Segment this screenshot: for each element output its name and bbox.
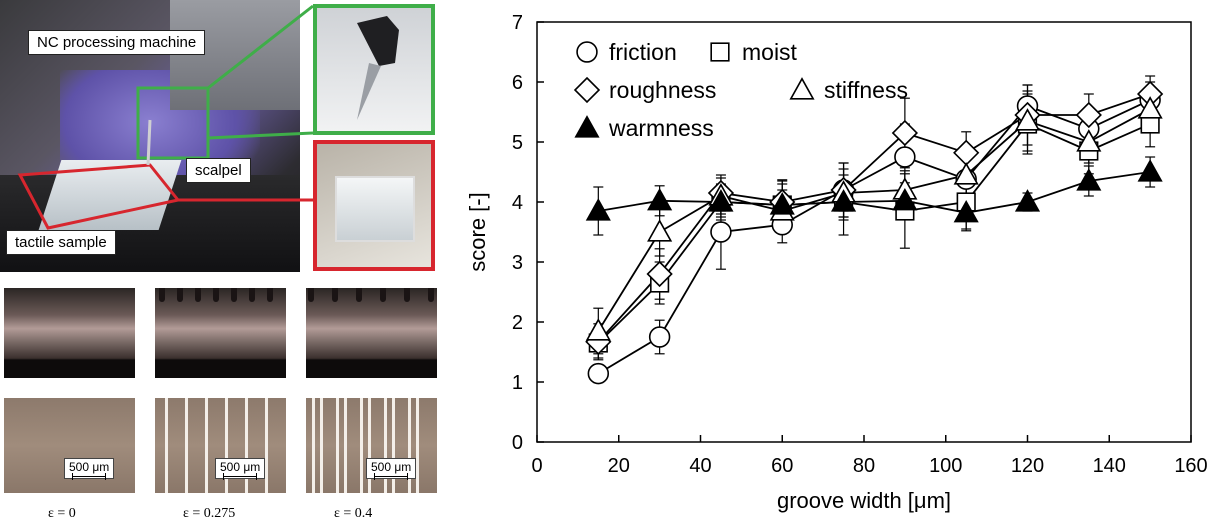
y-tick-label: 4 (512, 192, 523, 214)
legend-label-moist: moist (742, 39, 798, 65)
data-point-roughness (891, 119, 919, 147)
data-point-friction (587, 362, 610, 385)
x-tick-label: 160 (1174, 455, 1207, 477)
series-line-moist (597, 122, 1151, 344)
epsilon-label-0275: ε = 0.275 (183, 506, 236, 521)
scalpel-inset-drawing (357, 16, 399, 120)
scalpel-blade-shape (146, 119, 152, 166)
data-point-friction (894, 146, 916, 168)
scalebar-eps0275: 500 μm (215, 458, 266, 480)
micrograph-top-eps0: 500 μm (4, 398, 135, 493)
micrograph-top-eps0275: 500 μm (155, 398, 286, 493)
data-point-roughness (1075, 101, 1102, 129)
y-tick-label: 2 (512, 312, 523, 334)
y-tick-label: 7 (512, 12, 523, 34)
data-point-stiffness (953, 162, 979, 185)
sample-highlight-frame (17, 163, 181, 230)
data-point-warmness (1014, 189, 1041, 212)
legend-marker-stiffness (789, 77, 815, 100)
data-point-warmness (1137, 159, 1163, 182)
x-tick-label: 80 (853, 455, 875, 477)
legend-label-stiffness: stiffness (824, 77, 908, 103)
y-tick-label: 3 (512, 252, 523, 274)
data-point-roughness (953, 139, 980, 166)
micrograph-side-eps0 (4, 288, 135, 378)
legend-marker-warmness (574, 115, 600, 138)
scalpel-blade-inset (357, 63, 381, 120)
data-point-stiffness (1137, 96, 1163, 119)
x-tick-label: 40 (689, 455, 711, 477)
epsilon-label-04: ε = 0.4 (334, 506, 373, 521)
data-point-warmness (1076, 168, 1102, 191)
data-point-stiffness (1076, 129, 1102, 152)
data-point-stiffness (647, 219, 673, 242)
x-tick-label: 20 (608, 455, 630, 477)
x-tick-label: 0 (531, 455, 542, 477)
machine-label: NC processing machine (28, 30, 206, 55)
scalpel-inset (313, 4, 435, 135)
legend-label-roughness: roughness (609, 77, 716, 103)
data-point-warmness (830, 189, 857, 212)
y-tick-label: 6 (512, 72, 523, 94)
data-point-stiffness (1014, 108, 1041, 131)
series-line-friction (597, 99, 1151, 375)
data-point-warmness (647, 187, 673, 211)
sample-label: tactile sample (6, 230, 116, 255)
scalpel-holder-shape (357, 16, 399, 66)
y-tick-label: 1 (512, 372, 523, 394)
scalebar-eps04: 500 μm (366, 458, 417, 480)
data-point-warmness (892, 187, 918, 211)
x-axis-label: groove width [μm] (777, 488, 951, 513)
micrograph-top-eps04: 500 μm (306, 398, 437, 493)
data-point-friction (710, 221, 732, 243)
y-tick-label: 0 (512, 432, 523, 454)
epsilon-label-0: ε = 0 (48, 506, 76, 521)
x-tick-label: 60 (771, 455, 793, 477)
scalebar-text: 500 μm (371, 460, 412, 474)
data-point-warmness (769, 192, 795, 215)
plot-layer: 0 20 40 60 80 100 120 140 160 0 1 2 3 4 5 6 7 groove widt… (465, 12, 1208, 513)
scalebar-text: 500 μm (69, 460, 110, 474)
data-point-stiffness (585, 318, 611, 341)
x-tick-label: 120 (1011, 455, 1044, 477)
scalpel-label: scalpel (186, 158, 251, 183)
series-line-warmness (598, 171, 1151, 214)
legend-marker-roughness (573, 76, 601, 104)
y-tick-label: 5 (512, 132, 523, 154)
scalebar-text: 500 μm (220, 460, 261, 474)
micrograph-side-eps0275 (155, 288, 286, 378)
x-tick-label: 100 (929, 455, 962, 477)
score-chart: 0 20 40 60 80 100 120 140 160 0 1 2 3 4 5 6 7 groove widt… (465, 12, 1208, 513)
sample-square (335, 176, 415, 242)
legend-marker-moist (710, 42, 730, 62)
sample-inset (313, 140, 435, 271)
data-point-friction (648, 326, 671, 348)
x-tick-label: 140 (1093, 455, 1126, 477)
micrograph-side-eps04 (306, 288, 437, 378)
data-point-warmness (585, 198, 611, 221)
data-point-roughness (646, 260, 673, 288)
scalpel-highlight-frame (136, 86, 210, 160)
setup-photo: NC processing machine scalpel tactile sa… (0, 0, 300, 272)
scalebar-eps0: 500 μm (64, 458, 115, 480)
y-axis-label: score [-] (465, 192, 490, 271)
legend-label-friction: friction (609, 39, 677, 65)
data-point-warmness (708, 189, 734, 212)
legend-marker-friction (576, 41, 598, 63)
series-line-roughness (597, 93, 1151, 343)
legend-label-warmness: warmness (608, 115, 714, 141)
series-line-stiffness (597, 108, 1151, 332)
data-point-warmness (953, 199, 979, 223)
